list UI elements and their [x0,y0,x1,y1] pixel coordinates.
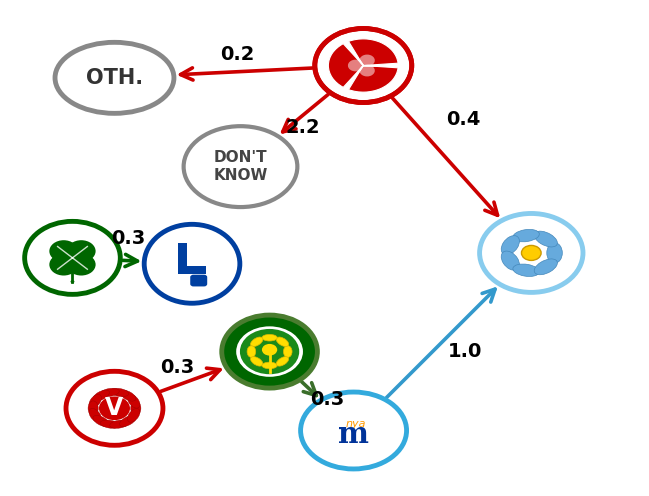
Ellipse shape [501,251,519,270]
Ellipse shape [119,390,136,401]
Text: OTH.: OTH. [86,68,143,88]
Ellipse shape [144,224,240,303]
Ellipse shape [251,357,263,366]
Circle shape [262,344,277,356]
Ellipse shape [93,416,110,427]
Circle shape [49,253,78,275]
Circle shape [240,329,299,374]
Ellipse shape [262,362,277,369]
Ellipse shape [55,42,174,114]
Circle shape [67,253,95,275]
Text: 2.2: 2.2 [286,118,321,137]
Ellipse shape [284,346,292,358]
Circle shape [521,246,541,260]
Text: V: V [105,395,123,420]
Text: 0.3: 0.3 [111,229,145,248]
Wedge shape [348,60,363,71]
Circle shape [480,213,583,292]
Ellipse shape [300,392,406,469]
Wedge shape [328,44,363,87]
Text: 0.3: 0.3 [311,390,345,409]
Ellipse shape [247,346,256,358]
Wedge shape [360,55,374,66]
Ellipse shape [547,243,562,263]
Text: m: m [338,420,369,449]
Ellipse shape [93,390,110,401]
Text: 1.0: 1.0 [448,342,483,361]
Circle shape [25,221,120,294]
Wedge shape [349,39,398,65]
Text: 0.2: 0.2 [220,45,254,63]
Ellipse shape [110,420,129,428]
Ellipse shape [127,409,140,422]
Ellipse shape [513,264,539,276]
Circle shape [66,253,79,263]
Wedge shape [360,64,374,76]
Ellipse shape [110,388,129,397]
Circle shape [235,325,304,378]
Ellipse shape [89,394,101,408]
Circle shape [66,372,163,445]
Ellipse shape [119,416,136,427]
Ellipse shape [127,394,140,408]
Ellipse shape [89,409,101,422]
Ellipse shape [251,337,263,347]
Ellipse shape [262,334,277,341]
Ellipse shape [534,259,557,275]
Ellipse shape [501,236,519,255]
Circle shape [49,240,78,262]
Ellipse shape [513,230,539,242]
Ellipse shape [100,388,119,397]
Text: nya: nya [346,419,367,429]
Ellipse shape [130,401,141,416]
Circle shape [99,396,130,420]
Ellipse shape [88,401,98,416]
Ellipse shape [100,420,119,428]
Ellipse shape [276,357,289,366]
Ellipse shape [534,231,557,247]
FancyBboxPatch shape [190,275,207,287]
Circle shape [67,240,95,262]
Circle shape [71,280,75,283]
Wedge shape [349,65,398,92]
Circle shape [222,315,317,388]
Text: 0.3: 0.3 [160,358,194,377]
Circle shape [315,28,411,103]
Text: DON'T
KNOW: DON'T KNOW [214,150,267,184]
Ellipse shape [276,337,289,347]
Polygon shape [178,243,206,274]
Text: 0.4: 0.4 [447,110,481,129]
Ellipse shape [184,126,297,207]
